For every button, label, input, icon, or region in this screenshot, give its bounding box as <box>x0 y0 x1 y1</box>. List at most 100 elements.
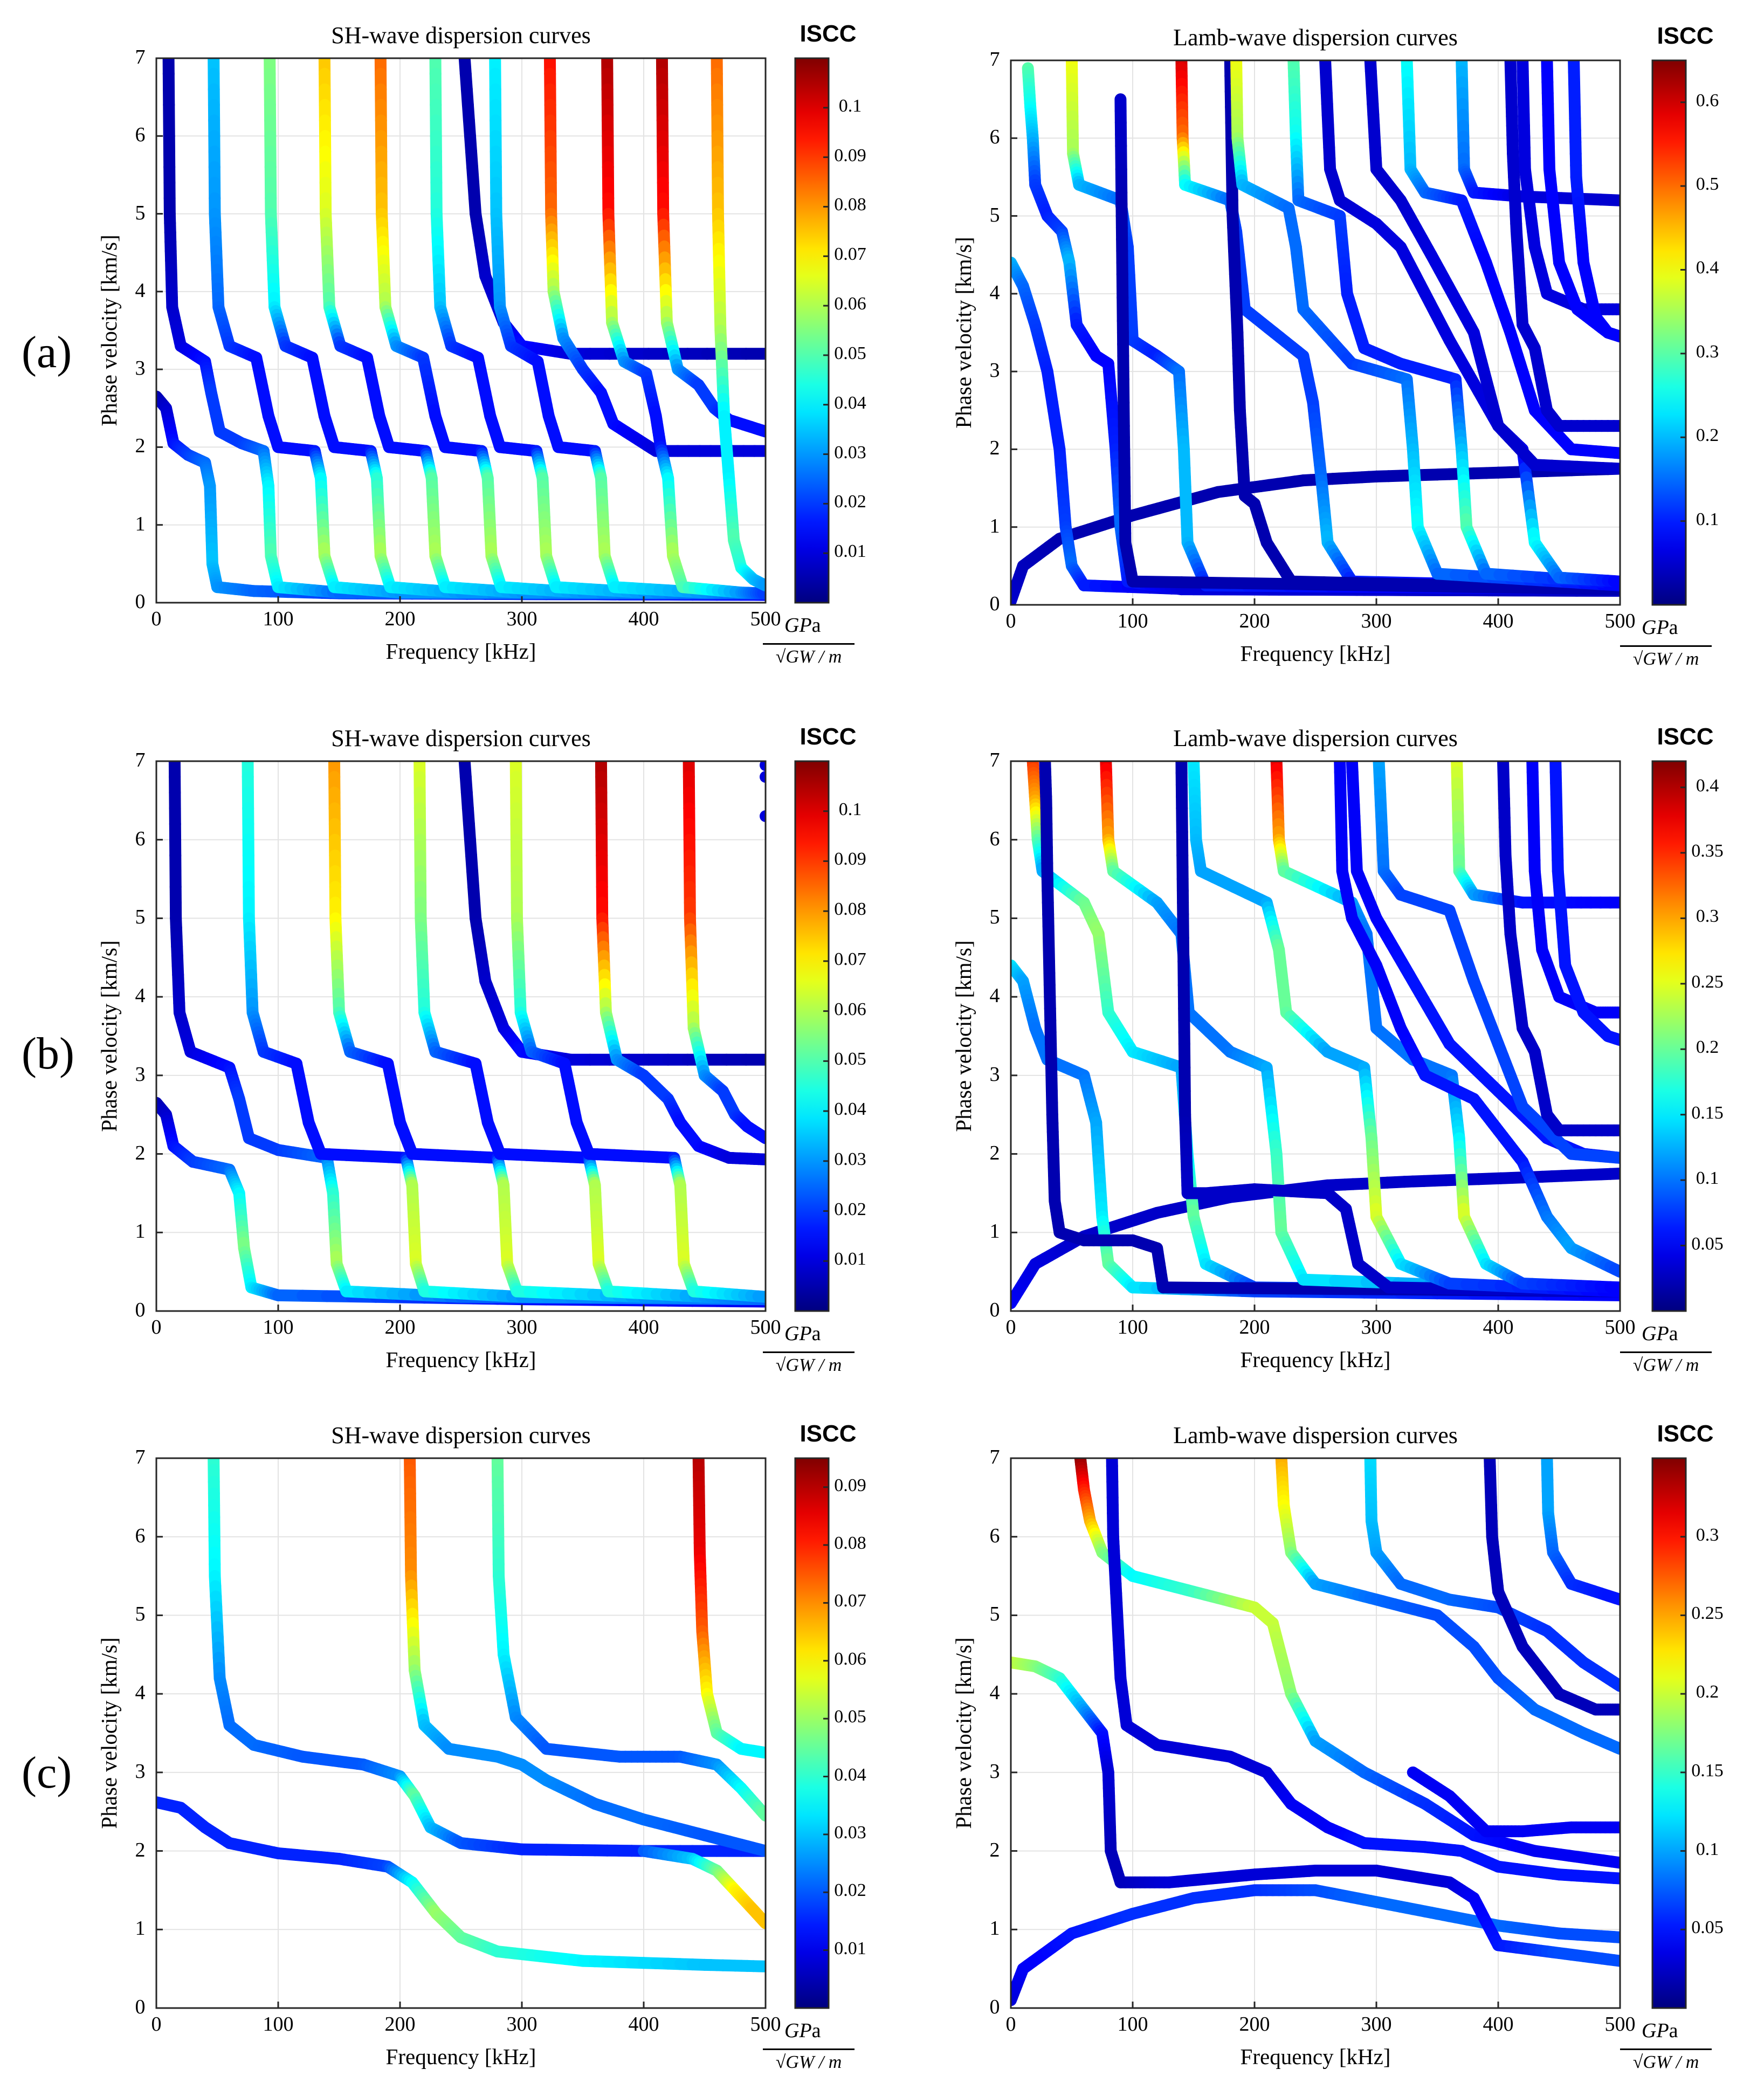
series-group <box>156 58 766 601</box>
colorbar-tick-label: 0.4 <box>1696 258 1719 278</box>
unit-a: a <box>1669 616 1678 639</box>
colorbar-tick-label: 0.05 <box>834 343 866 363</box>
colorbar-tick-label: 0.03 <box>834 442 866 463</box>
chart-title: Lamb-wave dispersion curves <box>1173 725 1458 751</box>
curve-segment <box>1175 576 1236 589</box>
y-axis-label: Phase velocity [km/s] <box>97 234 121 426</box>
data-point <box>760 771 766 783</box>
x-axis-label: Frequency [kHz] <box>385 1347 536 1372</box>
x-tick-label: 200 <box>1239 610 1270 632</box>
x-tick-label: 200 <box>384 608 416 630</box>
data-point <box>760 810 766 822</box>
series-L4 <box>1039 761 1620 1298</box>
x-tick-label: 500 <box>750 1316 781 1339</box>
series-c4 <box>328 761 766 1306</box>
unit-a: a <box>811 1322 821 1345</box>
colorbar-tick-label: 0.04 <box>834 392 866 413</box>
colorbar-svg <box>794 760 830 1312</box>
x-tick-label: 100 <box>263 608 294 630</box>
x-tick-label: 500 <box>750 608 781 630</box>
series-group <box>1011 60 1620 605</box>
x-tick-label: 0 <box>151 608 162 630</box>
y-tick-label: 0 <box>135 1299 146 1321</box>
x-axis-label: Frequency [kHz] <box>1240 1347 1391 1372</box>
colorbar-unit-top: GPa <box>1642 616 1678 639</box>
series-L12 <box>1401 60 1620 459</box>
series-L17 <box>1568 60 1620 343</box>
axes-box <box>1010 59 1621 606</box>
colorbar-svg <box>794 57 830 604</box>
curve-segment <box>752 1290 766 1303</box>
colorbar-title: ISCC <box>1657 23 1714 49</box>
unit-gp: GP <box>1642 616 1669 639</box>
axes-box <box>155 57 767 604</box>
y-tick-label: 2 <box>135 434 146 458</box>
colorbar-title: ISCC <box>800 723 857 750</box>
y-tick-label: 7 <box>135 749 146 771</box>
colorbar-tick-label: 0.03 <box>834 1149 866 1169</box>
x-axis-label: Frequency [kHz] <box>1240 641 1391 666</box>
chart-title: Lamb-wave dispersion curves <box>1173 24 1458 51</box>
colorbar-gradient <box>794 57 830 604</box>
colorbar-tick-label: 0.09 <box>834 145 866 165</box>
colorbar-gradient <box>794 760 830 1312</box>
y-tick-label: 1 <box>135 1220 146 1243</box>
colorbar-tick-label: 0.04 <box>834 1099 866 1120</box>
y-tick-label: 2 <box>989 437 1000 460</box>
x-tick-label: 300 <box>506 1316 538 1339</box>
y-tick-label: 3 <box>135 1063 146 1086</box>
y-tick-label: 0 <box>989 592 1000 615</box>
row-label-c: (c) <box>22 1748 72 1798</box>
y-tick-label: 1 <box>989 514 1000 537</box>
colorbar-tick-label: 0.5 <box>1696 174 1719 195</box>
y-tick-label: 0 <box>135 590 146 613</box>
series-L10 <box>1319 60 1620 588</box>
curve-segment <box>1605 462 1620 475</box>
series-c7 <box>509 761 766 1303</box>
curve-segment <box>1609 1263 1620 1278</box>
series-c10 <box>760 761 766 822</box>
plot-area <box>1010 760 1621 1312</box>
x-tick-label: 500 <box>1604 610 1636 632</box>
chart-a_sh <box>155 57 767 605</box>
colorbar-unit-divider <box>763 643 855 645</box>
colorbar <box>794 57 839 605</box>
series-c6 <box>458 761 766 1066</box>
colorbar-unit-top: GPa <box>784 613 821 637</box>
chart-title: SH-wave dispersion curves <box>331 725 591 751</box>
data-point <box>760 761 766 771</box>
colorbar-tick-label: 0.02 <box>834 1199 866 1219</box>
curve-segment <box>1224 577 1285 590</box>
colorbar-tick-label: 0.3 <box>1696 341 1719 362</box>
y-tick-label: 6 <box>989 126 1000 149</box>
y-tick-label: 2 <box>135 1141 146 1164</box>
y-tick-label: 5 <box>135 201 146 224</box>
row-label-b: (b) <box>22 1029 74 1079</box>
colorbar-tick-label: 0.06 <box>834 999 866 1019</box>
x-tick-label: 400 <box>628 1316 659 1339</box>
curve-segment <box>1604 1281 1620 1294</box>
chart-b_lamb <box>1010 760 1621 1314</box>
y-axis-label: Phase velocity [km/s] <box>97 940 121 1132</box>
colorbar-unit-bottom: √GW / m <box>775 647 842 667</box>
series-c13 <box>711 58 766 592</box>
series-c9 <box>683 761 766 1144</box>
curve-segment <box>1249 1282 1306 1295</box>
y-axis-label: Phase velocity [km/s] <box>951 237 976 429</box>
series-group <box>156 761 766 1308</box>
colorbar-unit-divider <box>1620 645 1712 647</box>
unit-a: a <box>811 614 821 637</box>
plot-area <box>155 57 767 604</box>
curve-segment <box>1157 1281 1215 1294</box>
series-group <box>1011 761 1620 1309</box>
y-tick-label: 6 <box>135 123 146 147</box>
curve-segment <box>1604 194 1620 206</box>
x-tick-label: 100 <box>1117 610 1148 632</box>
curve-segment <box>1608 575 1620 588</box>
colorbar-tick-label: 0.09 <box>834 849 866 870</box>
series-c5 <box>318 58 766 599</box>
colorbar-gradient <box>1651 59 1687 606</box>
y-tick-label: 7 <box>989 48 1000 71</box>
x-axis-label: Frequency [kHz] <box>385 639 536 664</box>
